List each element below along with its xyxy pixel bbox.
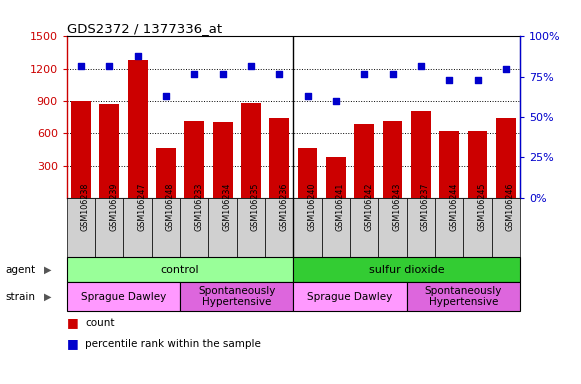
Point bbox=[275, 71, 284, 77]
Text: GSM106236: GSM106236 bbox=[279, 182, 288, 231]
Bar bbox=[213, 122, 232, 198]
Bar bbox=[209, 198, 237, 257]
Point bbox=[76, 63, 85, 69]
Point bbox=[473, 77, 482, 83]
Text: ▶: ▶ bbox=[44, 291, 51, 302]
Text: GSM106233: GSM106233 bbox=[194, 182, 203, 231]
Text: GSM106246: GSM106246 bbox=[506, 182, 515, 231]
Point bbox=[331, 98, 340, 104]
Text: ■: ■ bbox=[67, 337, 78, 350]
Bar bbox=[407, 198, 435, 257]
Bar bbox=[180, 282, 293, 311]
Bar bbox=[293, 198, 322, 257]
Text: ▶: ▶ bbox=[44, 265, 51, 275]
Bar bbox=[464, 198, 492, 257]
Text: GSM106234: GSM106234 bbox=[223, 182, 232, 231]
Text: GSM106241: GSM106241 bbox=[336, 182, 345, 231]
Text: GSM106240: GSM106240 bbox=[307, 182, 317, 231]
Text: strain: strain bbox=[6, 291, 36, 302]
Bar bbox=[293, 282, 407, 311]
Point bbox=[416, 63, 425, 69]
Point bbox=[105, 63, 114, 69]
Bar bbox=[435, 198, 464, 257]
Text: GSM106248: GSM106248 bbox=[166, 182, 175, 231]
Bar bbox=[265, 198, 293, 257]
Bar bbox=[350, 198, 378, 257]
Text: GSM106243: GSM106243 bbox=[393, 182, 401, 231]
Point bbox=[501, 66, 511, 72]
Bar bbox=[322, 198, 350, 257]
Bar bbox=[71, 101, 91, 198]
Text: ■: ■ bbox=[67, 316, 78, 329]
Bar bbox=[128, 60, 148, 198]
Point bbox=[444, 77, 454, 83]
Point bbox=[246, 63, 256, 69]
Point bbox=[162, 93, 171, 99]
Point bbox=[388, 71, 397, 77]
Point bbox=[218, 71, 227, 77]
Bar bbox=[378, 198, 407, 257]
Text: GSM106242: GSM106242 bbox=[364, 182, 373, 231]
Bar bbox=[67, 257, 293, 282]
Bar bbox=[383, 121, 403, 198]
Bar bbox=[180, 198, 209, 257]
Bar bbox=[270, 118, 289, 198]
Bar bbox=[326, 157, 346, 198]
Text: count: count bbox=[85, 318, 115, 328]
Text: Spontaneously
Hypertensive: Spontaneously Hypertensive bbox=[425, 286, 502, 308]
Bar bbox=[67, 198, 95, 257]
Bar bbox=[95, 198, 123, 257]
Bar bbox=[152, 198, 180, 257]
Bar bbox=[354, 124, 374, 198]
Point bbox=[360, 71, 369, 77]
Bar bbox=[411, 111, 431, 198]
Bar bbox=[407, 282, 520, 311]
Bar bbox=[297, 148, 317, 198]
Bar bbox=[496, 118, 516, 198]
Bar bbox=[184, 121, 204, 198]
Bar bbox=[241, 103, 261, 198]
Bar bbox=[293, 257, 520, 282]
Text: sulfur dioxide: sulfur dioxide bbox=[369, 265, 444, 275]
Bar bbox=[67, 282, 180, 311]
Text: GSM106247: GSM106247 bbox=[138, 182, 146, 231]
Point bbox=[133, 53, 142, 59]
Point bbox=[189, 71, 199, 77]
Text: GSM106238: GSM106238 bbox=[81, 182, 90, 231]
Text: agent: agent bbox=[6, 265, 36, 275]
Bar bbox=[468, 131, 487, 198]
Bar bbox=[99, 104, 119, 198]
Text: GSM106237: GSM106237 bbox=[421, 182, 430, 231]
Text: GSM106239: GSM106239 bbox=[109, 182, 119, 231]
Bar bbox=[156, 148, 176, 198]
Point bbox=[303, 93, 312, 99]
Bar bbox=[492, 198, 520, 257]
Text: Spontaneously
Hypertensive: Spontaneously Hypertensive bbox=[198, 286, 275, 308]
Bar bbox=[439, 131, 459, 198]
Bar bbox=[237, 198, 265, 257]
Bar bbox=[123, 198, 152, 257]
Text: GSM106245: GSM106245 bbox=[478, 182, 486, 231]
Text: percentile rank within the sample: percentile rank within the sample bbox=[85, 339, 261, 349]
Text: GSM106244: GSM106244 bbox=[449, 182, 458, 231]
Text: control: control bbox=[161, 265, 199, 275]
Text: Sprague Dawley: Sprague Dawley bbox=[307, 291, 393, 302]
Text: GSM106235: GSM106235 bbox=[251, 182, 260, 231]
Text: Sprague Dawley: Sprague Dawley bbox=[81, 291, 166, 302]
Text: GDS2372 / 1377336_at: GDS2372 / 1377336_at bbox=[67, 22, 222, 35]
